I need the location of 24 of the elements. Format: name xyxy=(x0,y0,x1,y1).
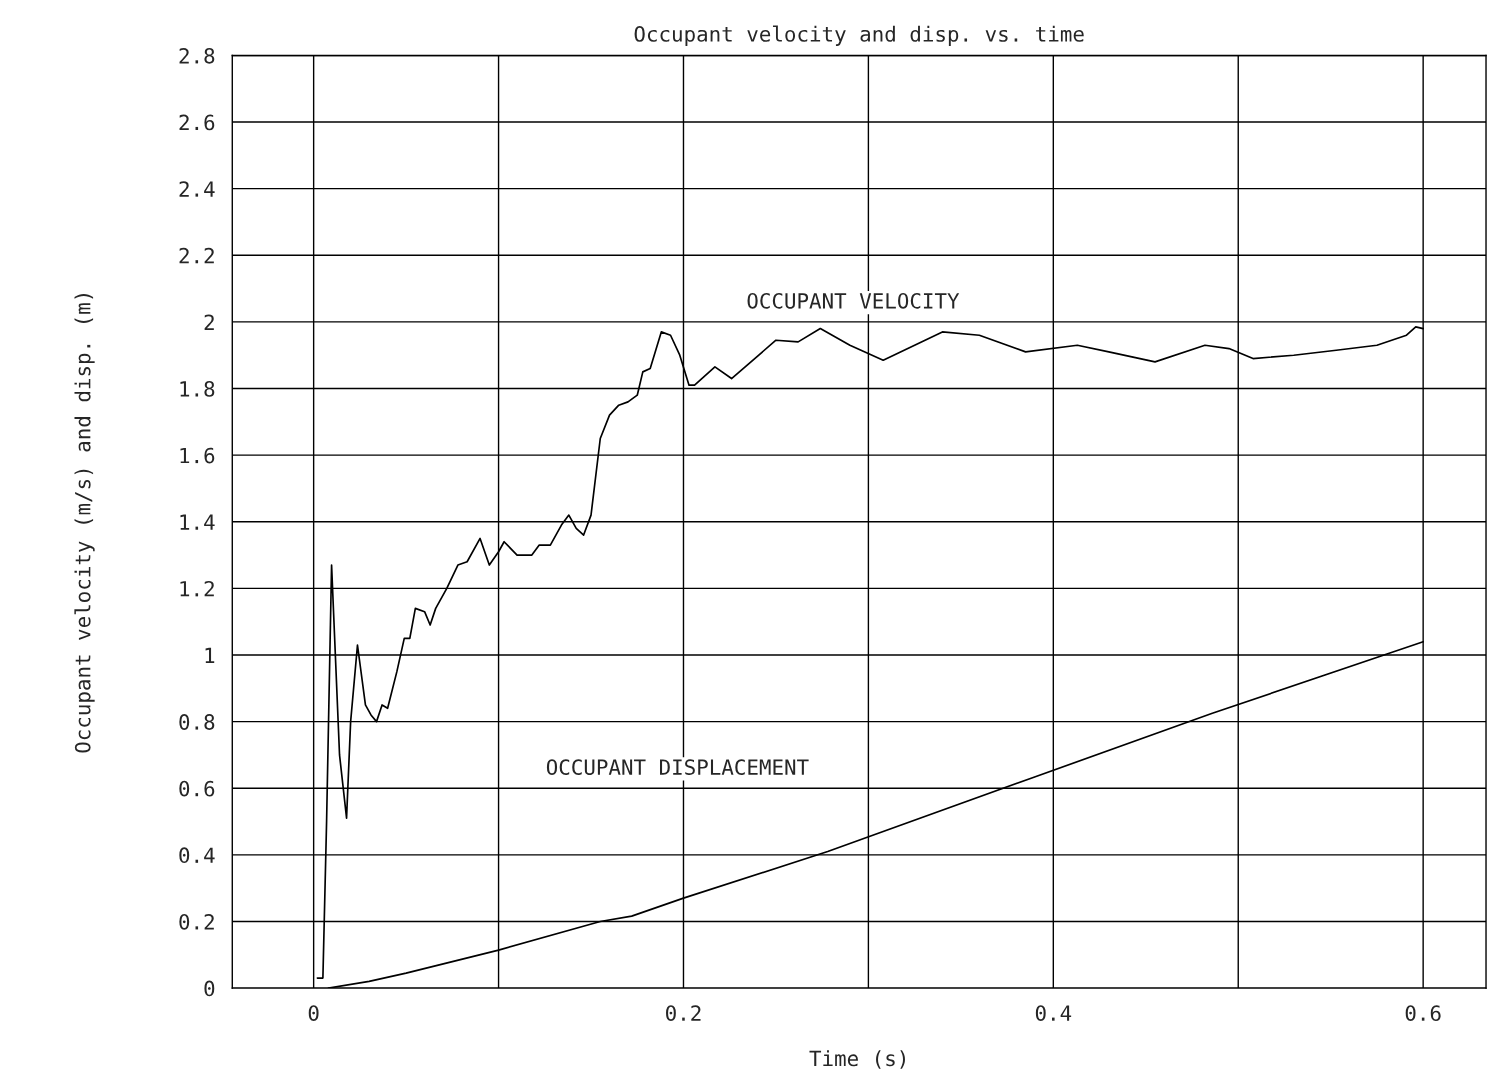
x-tick-label: 0.2 xyxy=(666,1005,701,1021)
y-tick-label: 0.2 xyxy=(179,913,214,930)
chart-title: Occupant velocity and disp. vs. time xyxy=(634,25,1084,46)
x-tick-label: 0.6 xyxy=(1405,1005,1441,1021)
x-axis-title: Time (s) xyxy=(809,1050,905,1069)
y-tick-label: 1.6 xyxy=(180,447,215,464)
annotation: OCCUPANT DISPLACEMENT xyxy=(546,759,809,776)
annotation: OCCUPANT VELOCITY xyxy=(747,292,960,309)
y-tick-label: 2.6 xyxy=(179,114,215,131)
x-tick-label: 0 xyxy=(308,1005,319,1021)
y-tick-label: 0.4 xyxy=(179,847,215,864)
y-tick-label: 1.8 xyxy=(180,381,215,397)
y-tick-label: 1 xyxy=(205,647,215,663)
y-tick-label: 2.4 xyxy=(179,181,215,197)
y-tick-label: 2.8 xyxy=(179,47,215,64)
y-axis-title: Occupant velocity (m/s) and disp. (m) xyxy=(74,294,95,753)
y-tick-label: 1.2 xyxy=(180,580,214,597)
y-tick-label: 0.6 xyxy=(179,780,215,797)
y-tick-label: 2.2 xyxy=(179,247,214,264)
y-tick-label: 1.4 xyxy=(180,514,215,530)
y-tick-label: 0.8 xyxy=(179,714,215,730)
x-tick-label: 0.4 xyxy=(1035,1005,1072,1021)
y-tick-label: 2 xyxy=(204,314,214,330)
y-tick-label: 0 xyxy=(204,980,215,997)
